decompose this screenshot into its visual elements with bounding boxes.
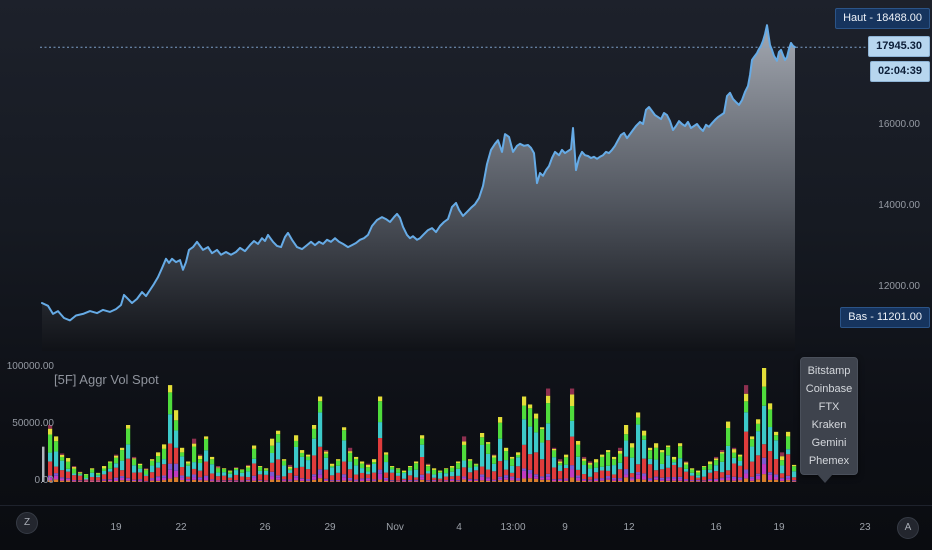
time-tick-22: 22 bbox=[175, 522, 187, 533]
time-tick-4: 4 bbox=[456, 522, 462, 533]
price-area-fill bbox=[42, 25, 795, 351]
time-tick-9: 9 bbox=[562, 522, 568, 533]
volume-bars bbox=[42, 368, 797, 482]
volume-tick-0: 0.00 bbox=[34, 475, 54, 486]
price-line bbox=[41, 24, 796, 322]
price-tick-14000: 14000.00 bbox=[878, 200, 920, 211]
volume-tick-100000: 100000.00 bbox=[6, 361, 54, 372]
tooltip-arrow-icon bbox=[817, 474, 833, 483]
last-price-badge: 17945.30 bbox=[868, 36, 930, 57]
time-axis[interactable]: 19 22 26 29 Nov 4 13:00 9 12 16 19 23 bbox=[0, 505, 932, 550]
volume-indicator-title[interactable]: [5F] Aggr Vol Spot bbox=[54, 372, 159, 387]
time-tick-26: 26 bbox=[259, 522, 271, 533]
time-tick-19: 19 bbox=[773, 522, 785, 533]
time-tick-12: 12 bbox=[623, 522, 635, 533]
legend-exchange-bitstamp: Bitstamp bbox=[807, 365, 851, 377]
timeframe-z-button[interactable]: Z bbox=[16, 512, 38, 534]
time-tick-23: 23 bbox=[859, 522, 871, 533]
price-tick-12000: 12000.00 bbox=[878, 281, 920, 292]
legend-exchange-kraken: Kraken bbox=[811, 419, 847, 431]
high-price-badge: Haut - 18488.00 bbox=[835, 8, 930, 29]
volume-tick-50000: 50000.00 bbox=[12, 418, 54, 429]
time-tick-19: 19 bbox=[110, 522, 122, 533]
legend-exchange-gemini: Gemini bbox=[811, 437, 847, 449]
time-tick-29: 29 bbox=[324, 522, 336, 533]
price-tick-16000: 16000.00 bbox=[878, 119, 920, 130]
time-tick-16: 16 bbox=[710, 522, 722, 533]
exchange-legend-tooltip: Bitstamp Coinbase FTX Kraken Gemini Phemex bbox=[800, 357, 858, 483]
countdown-badge: 02:04:39 bbox=[869, 61, 930, 82]
low-price-badge: Bas - 11201.00 bbox=[840, 307, 930, 328]
legend-exchange-phemex: Phemex bbox=[808, 455, 850, 467]
legend-exchange-coinbase: Coinbase bbox=[805, 383, 853, 395]
time-tick-Nov: Nov bbox=[386, 522, 404, 533]
time-tick-13-00: 13:00 bbox=[500, 522, 526, 533]
legend-exchange-ftx: FTX bbox=[818, 401, 840, 413]
auto-scale-a-button[interactable]: A bbox=[897, 517, 919, 539]
